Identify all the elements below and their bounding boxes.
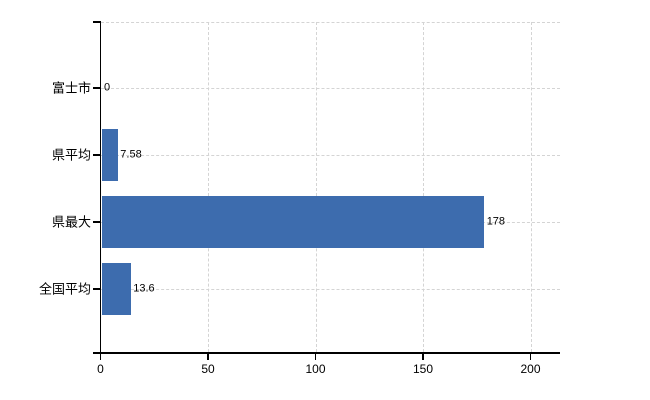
plot-top-gridline [101, 22, 560, 23]
x-axis-tick [99, 352, 102, 360]
value-label: 13.6 [133, 282, 155, 295]
x-gridline [423, 22, 424, 352]
x-axis-tick [207, 352, 209, 360]
y-axis-tick [92, 154, 101, 156]
x-tick-label: 150 [412, 362, 434, 376]
y-axis-tick [92, 221, 101, 223]
category-gridline [101, 155, 560, 156]
y-axis-tick [92, 87, 101, 89]
category-label: 富士市 [51, 80, 91, 96]
x-axis [92, 352, 560, 354]
y-axis-tick [92, 288, 101, 290]
value-label: 7.58 [120, 148, 142, 161]
x-axis-tick [529, 352, 532, 360]
x-tick-label: 50 [201, 362, 215, 376]
category-label: 県平均 [51, 147, 91, 163]
x-tick-label: 0 [97, 362, 104, 376]
category-label: 県最大 [51, 214, 91, 230]
value-label: 0 [104, 81, 111, 94]
category-label: 全国平均 [38, 281, 91, 297]
x-gridline [315, 22, 317, 352]
category-gridline [101, 88, 560, 89]
x-axis-tick [422, 352, 424, 360]
x-gridline [530, 22, 532, 352]
y-axis [99, 22, 101, 360]
x-tick-label: 200 [520, 362, 541, 376]
x-tick-label: 100 [305, 362, 326, 376]
category-gridline [101, 289, 560, 290]
x-axis-tick [314, 352, 317, 360]
bar [101, 129, 118, 181]
bar [101, 263, 131, 315]
bar [101, 196, 485, 248]
y-axis-tick [92, 21, 101, 23]
x-gridline [208, 22, 209, 352]
value-label: 178 [486, 215, 506, 228]
